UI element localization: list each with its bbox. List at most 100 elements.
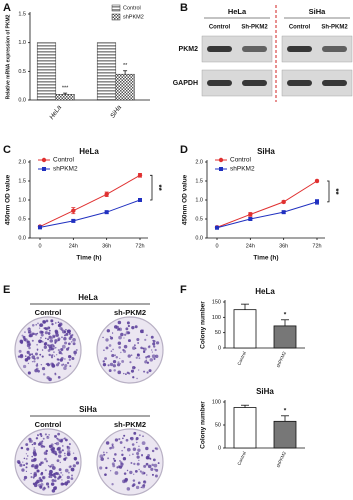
panel-label: E: [3, 284, 10, 296]
colony: [40, 471, 44, 475]
colony: [72, 452, 75, 454]
colony: [66, 475, 71, 480]
colony: [121, 360, 125, 363]
colony: [34, 332, 38, 336]
colony: [23, 464, 26, 467]
colony: [127, 324, 130, 328]
colony: [153, 463, 158, 468]
colony: [143, 370, 146, 373]
colony: [17, 355, 21, 358]
colony: [31, 443, 34, 446]
colony: [21, 334, 24, 337]
colony: [41, 355, 44, 358]
colony: [122, 457, 127, 461]
colony: [23, 478, 26, 481]
colony: [130, 462, 133, 464]
colony: [72, 337, 76, 342]
colony: [42, 341, 44, 343]
colony: [111, 353, 115, 358]
y-tick-label: 0.5: [18, 216, 26, 222]
colony: [61, 363, 64, 367]
colony: [24, 358, 29, 362]
colony: [100, 457, 105, 461]
colony: [60, 347, 64, 351]
colony: [40, 330, 44, 334]
colony: [57, 337, 61, 341]
colony: [58, 468, 62, 472]
y-tick-label: 2.0: [195, 159, 203, 165]
colony: [71, 474, 73, 477]
colony: [125, 327, 129, 331]
colony: [40, 483, 44, 486]
colony: [48, 353, 51, 357]
colony: [151, 449, 155, 453]
bar: [115, 73, 135, 101]
y-tick-label: 0: [218, 445, 221, 451]
colony: [75, 349, 78, 351]
colony: [26, 350, 30, 354]
legend-label: Control: [53, 157, 75, 164]
colony: [44, 469, 47, 472]
colony: [18, 349, 22, 353]
colony: [64, 456, 68, 460]
colony: [138, 445, 140, 447]
colony: [64, 363, 68, 368]
colony: [74, 458, 76, 461]
colony: [45, 482, 50, 486]
colony: [51, 322, 54, 326]
colony: [50, 443, 54, 447]
colony: [153, 345, 156, 348]
colony: [104, 357, 108, 360]
colony: [44, 433, 47, 436]
colony: [56, 459, 60, 463]
colony: [116, 328, 119, 331]
colony: [115, 356, 119, 359]
colony: [133, 431, 137, 435]
colony: [25, 470, 28, 472]
colony: [114, 471, 119, 475]
colony: [134, 347, 137, 350]
colony: [123, 333, 127, 336]
legend-label: Control: [123, 5, 141, 11]
colony: [137, 342, 140, 344]
colony: [99, 454, 104, 459]
colony: [112, 360, 117, 364]
colony: [48, 329, 51, 332]
colony: [145, 356, 148, 359]
colony: [31, 463, 35, 468]
colony: [152, 339, 156, 343]
colony: [113, 369, 116, 372]
marker: [71, 208, 76, 213]
panel-label: D: [180, 144, 188, 156]
colony: [61, 474, 64, 476]
marker: [104, 192, 109, 197]
series-line: [216, 180, 318, 228]
colony: [136, 353, 140, 356]
y-axis-label: 450nm OD value: [182, 174, 189, 225]
colony: [67, 471, 70, 474]
y-tick-label: 50: [215, 422, 221, 428]
significance-bracket: [327, 180, 330, 203]
colony: [39, 336, 42, 339]
colony: [154, 348, 157, 352]
colony: [41, 349, 44, 351]
colony: [50, 482, 55, 486]
colony: [25, 453, 27, 455]
colony: [47, 485, 50, 488]
colony: [37, 434, 40, 437]
colony: [138, 468, 140, 471]
colony: [73, 350, 77, 355]
colony: [106, 329, 111, 333]
colony: [33, 483, 38, 488]
colony: [132, 483, 136, 487]
colony: [123, 472, 127, 475]
colony: [136, 452, 140, 456]
colony: [31, 332, 34, 335]
colony: [30, 476, 33, 479]
colony: [146, 355, 149, 358]
x-tick-label: shPKM2: [275, 350, 287, 368]
colony: [60, 482, 64, 486]
colony: [68, 443, 71, 446]
axis: [206, 160, 325, 239]
x-tick-label: 24h: [246, 243, 255, 249]
